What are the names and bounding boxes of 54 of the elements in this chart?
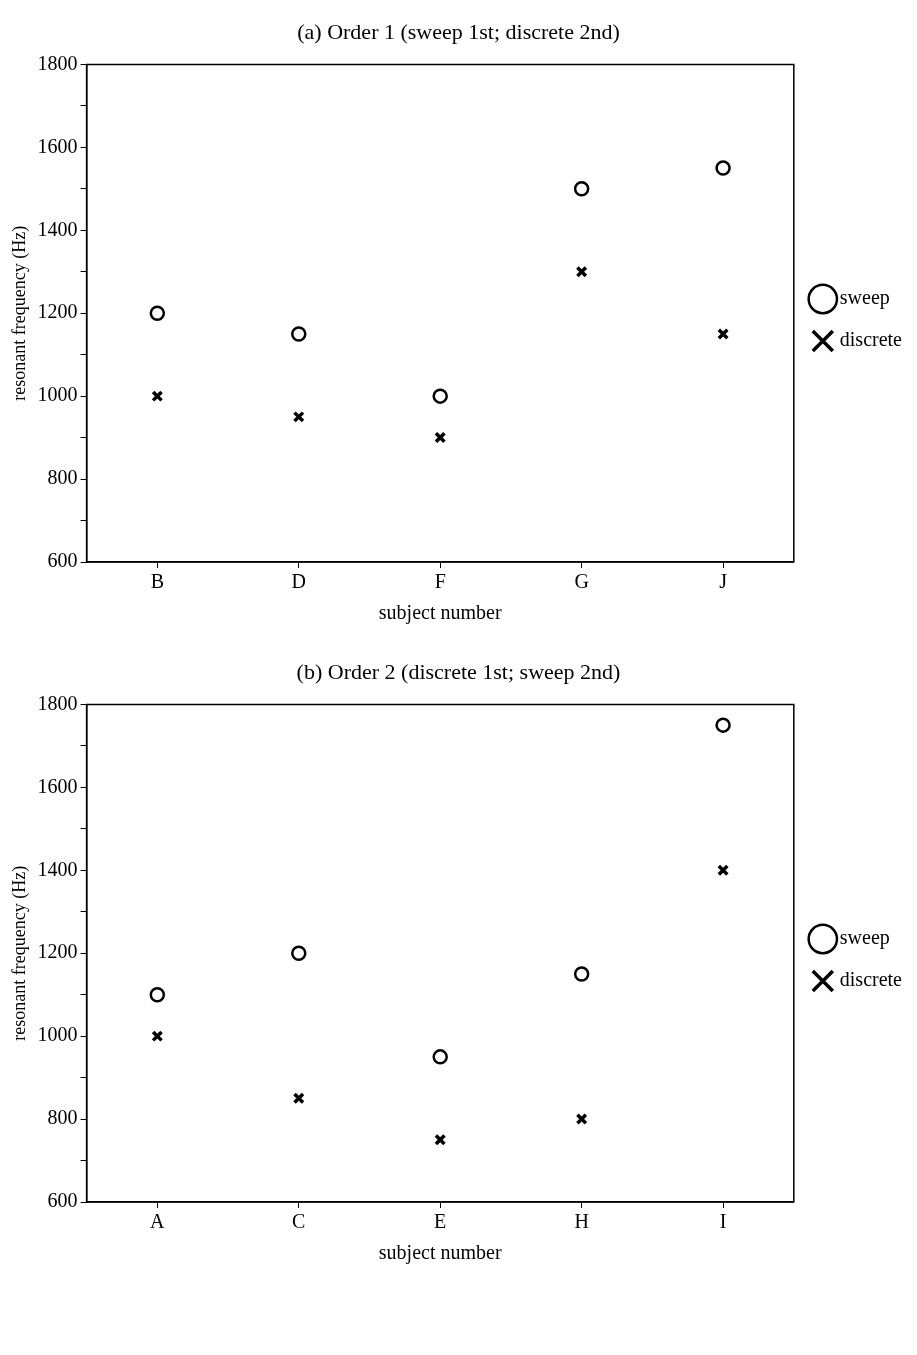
point — [575, 1113, 588, 1126]
point — [432, 388, 448, 404]
point — [434, 1133, 447, 1146]
y-tick-label: 1800 — [37, 51, 78, 74]
y-tick-label: 1200 — [37, 940, 78, 963]
point — [291, 945, 307, 961]
legend-label: discrete — [839, 968, 903, 991]
point — [715, 717, 731, 733]
x-tick-label: J — [719, 570, 728, 593]
y-tick-label: 1200 — [37, 300, 78, 323]
x-tick-label: F — [434, 570, 446, 593]
point — [149, 986, 166, 1003]
point — [292, 1092, 305, 1105]
y-tick-label: 600 — [47, 1189, 78, 1212]
point — [573, 966, 590, 982]
point — [573, 181, 590, 197]
legend-label: sweep — [839, 286, 890, 310]
point — [717, 864, 730, 877]
x-axis-title: subject number — [378, 1241, 502, 1265]
x-axis-title: subject number — [378, 601, 502, 625]
point — [575, 265, 588, 278]
point — [432, 1049, 448, 1065]
x-tick-label: B — [150, 570, 164, 593]
y-tick-label: 1400 — [37, 217, 78, 240]
point — [715, 160, 731, 176]
y-tick-label: 1000 — [37, 1023, 78, 1046]
y-tick-label: 1400 — [37, 857, 78, 880]
y-tick-label: 1600 — [37, 134, 78, 157]
y-tick-label: 600 — [47, 549, 78, 572]
x-tick-label: A — [150, 1210, 166, 1233]
chart-title: (a) Order 1 (sweep 1st; discrete 2nd) — [297, 18, 620, 44]
point — [291, 326, 307, 342]
y-tick-label: 800 — [47, 466, 78, 489]
point — [292, 410, 305, 423]
x-tick-label: I — [719, 1210, 727, 1233]
chart-title: (b) Order 2 (discrete 1st; sweep 2nd) — [296, 658, 621, 684]
x-tick-label: H — [574, 1210, 589, 1233]
x-tick-label: E — [434, 1210, 447, 1233]
legend-label: discrete — [839, 328, 903, 351]
point — [151, 390, 164, 403]
point — [717, 327, 730, 340]
y-tick-label: 1600 — [37, 774, 78, 797]
x-tick-label: D — [291, 570, 306, 593]
point — [149, 305, 166, 321]
x-tick-label: G — [574, 570, 589, 593]
y-axis-title: resonant frequency (Hz) — [8, 225, 30, 401]
point — [151, 1030, 164, 1043]
point — [434, 431, 447, 444]
y-tick-label: 800 — [47, 1106, 78, 1129]
y-tick-label: 1800 — [37, 691, 78, 714]
y-tick-label: 1000 — [37, 383, 78, 406]
y-axis-title: resonant frequency (Hz) — [8, 865, 30, 1041]
x-tick-label: C — [292, 1210, 306, 1233]
legend-label: sweep — [839, 926, 890, 950]
